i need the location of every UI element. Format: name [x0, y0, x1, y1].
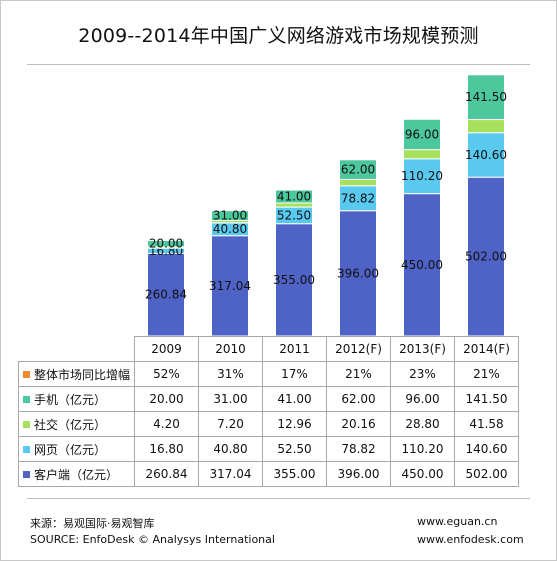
legend-swatch-web: [23, 445, 30, 453]
table-cell-growth-4: 23%: [390, 361, 455, 387]
bar-mobile-5: [467, 74, 505, 121]
data-label-web-2: 52.50: [277, 208, 311, 222]
table-cell-mobile-4: 96.00: [390, 386, 455, 412]
bar-social-3: [339, 178, 377, 187]
data-label-client-5: 502.00: [465, 250, 507, 264]
table-cell-mobile-2: 41.00: [262, 386, 327, 412]
bar-client-2: [275, 223, 313, 337]
category-label-4: 2013(F): [390, 336, 455, 362]
data-label-client-3: 396.00: [337, 266, 379, 280]
legend-label-client: 客户端（亿元）: [34, 467, 119, 482]
table-cell-web-4: 110.20: [390, 436, 455, 462]
data-label-mobile-3: 62.00: [341, 163, 375, 177]
category-label-3: 2012(F): [326, 336, 391, 362]
legend-swatch-mobile: [23, 395, 30, 403]
data-label-mobile-1: 31.00: [213, 209, 247, 223]
bar-social-5: [467, 119, 505, 134]
table-cell-web-0: 16.80: [134, 436, 199, 462]
table-cell-client-1: 317.04: [198, 461, 263, 487]
table-cell-growth-5: 21%: [454, 361, 519, 387]
data-label-web-4: 110.20: [401, 169, 443, 183]
data-table: 2009 2010 2011 2012(F) 2013(F) 2014(F) 整体市场同比增…: [18, 336, 519, 487]
bar-mobile-1: [211, 210, 249, 222]
bar-client-3: [339, 210, 377, 337]
table-cell-growth-0: 52%: [134, 361, 199, 387]
table-row-social: 社交（亿元） 4.20 7.20 12.96 20.16 28.80 41.58: [18, 411, 519, 437]
table-cell-growth-3: 21%: [326, 361, 391, 387]
chart-title: 2009--2014年中国广义网络游戏市场规模预测: [78, 25, 479, 47]
table-header-row: 2009 2010 2011 2012(F) 2013(F) 2014(F): [19, 336, 519, 362]
bar-web-4: [403, 158, 441, 195]
legend-entry-web: 网页（亿元）: [18, 436, 135, 462]
category-label-5: 2014(F): [454, 336, 519, 362]
legend-label-social: 社交（亿元）: [34, 417, 107, 432]
source-cn: 来源：易观国际·易观智库: [30, 517, 155, 530]
data-label-mobile-4: 96.00: [405, 127, 439, 141]
table-row-client: 客户端（亿元） 260.84 317.04 355.00 396.00 450.00 502…: [18, 461, 519, 487]
category-label-0: 2009: [134, 336, 199, 362]
legend-entry-mobile: 手机（亿元）: [18, 386, 135, 412]
table-cell-growth-1: 31%: [198, 361, 263, 387]
table-cell-mobile-0: 20.00: [134, 386, 199, 412]
table-cell-growth-2: 17%: [262, 361, 327, 387]
bar-social-4: [403, 149, 441, 160]
table-cell-client-2: 355.00: [262, 461, 327, 487]
bar-client-5: [467, 176, 505, 337]
legend-label-web: 网页（亿元）: [34, 442, 107, 457]
table-cell-social-5: 41.58: [454, 411, 519, 437]
legend-entry-growth: 整体市场同比增幅: [18, 361, 135, 387]
legend-swatch-social: [23, 420, 30, 428]
table-row-mobile: 手机（亿元） 20.00 31.00 41.00 62.00 96.00 141.50: [18, 386, 519, 412]
bar-mobile-3: [339, 159, 377, 180]
footer-divider: [27, 498, 530, 499]
table-cell-mobile-3: 62.00: [326, 386, 391, 412]
data-label-web-3: 78.82: [341, 191, 375, 205]
table-cell-web-2: 52.50: [262, 436, 327, 462]
table-cell-social-1: 7.20: [198, 411, 263, 437]
data-label-mobile-2: 41.00: [277, 189, 311, 203]
table-cell-social-4: 28.80: [390, 411, 455, 437]
table-cell-web-5: 140.60: [454, 436, 519, 462]
legend-entry-client: 客户端（亿元）: [18, 461, 135, 487]
table-row-web: 网页（亿元） 16.80 40.80 52.50 78.82 110.20 140.60: [18, 436, 519, 462]
table-cell-web-3: 78.82: [326, 436, 391, 462]
bar-mobile-0: [147, 240, 185, 248]
url-eguan: www.eguan.cn: [417, 515, 498, 528]
data-label-client-2: 355.00: [273, 273, 315, 287]
table-row-growth: 整体市场同比增幅 52% 31% 17% 21% 23% 21%: [18, 361, 519, 387]
data-label-client-4: 450.00: [401, 258, 443, 272]
data-label-web-5: 140.60: [465, 148, 507, 162]
bar-mobile-4: [403, 118, 441, 151]
table-cell-social-0: 4.20: [134, 411, 199, 437]
table-cell-mobile-5: 141.50: [454, 386, 519, 412]
legend-swatch-client: [23, 470, 30, 478]
source-en: SOURCE: EnfoDesk © Analysys Internationa…: [30, 533, 275, 546]
data-label-mobile-0: 20.00: [149, 237, 183, 251]
bar-mobile-2: [275, 189, 313, 204]
url-enfodesk: www.enfodesk.com: [417, 533, 524, 546]
table-cell-client-5: 502.00: [454, 461, 519, 487]
table-cell-social-2: 12.96: [262, 411, 327, 437]
data-label-client-0: 260.84: [145, 288, 187, 302]
category-label-2: 2011: [262, 336, 327, 362]
legend-entry-social: 社交（亿元）: [18, 411, 135, 437]
legend-label-growth: 整体市场同比增幅: [34, 367, 131, 382]
table-cell-web-1: 40.80: [198, 436, 263, 462]
legend-label-mobile: 手机（亿元）: [34, 392, 107, 407]
table-corner: [19, 337, 135, 362]
table-cell-client-4: 450.00: [390, 461, 455, 487]
table-cell-social-3: 20.16: [326, 411, 391, 437]
legend-swatch-growth: [23, 370, 30, 378]
title-divider: [27, 64, 530, 65]
table-cell-client-3: 396.00: [326, 461, 391, 487]
data-label-client-1: 317.04: [209, 279, 251, 293]
category-label-1: 2010: [198, 336, 263, 362]
bar-social-2: [275, 202, 313, 208]
table-cell-mobile-1: 31.00: [198, 386, 263, 412]
table-cell-client-0: 260.84: [134, 461, 199, 487]
bar-client-0: [147, 252, 185, 337]
data-label-web-1: 40.80: [213, 222, 247, 236]
data-label-mobile-5: 141.50: [465, 90, 507, 104]
